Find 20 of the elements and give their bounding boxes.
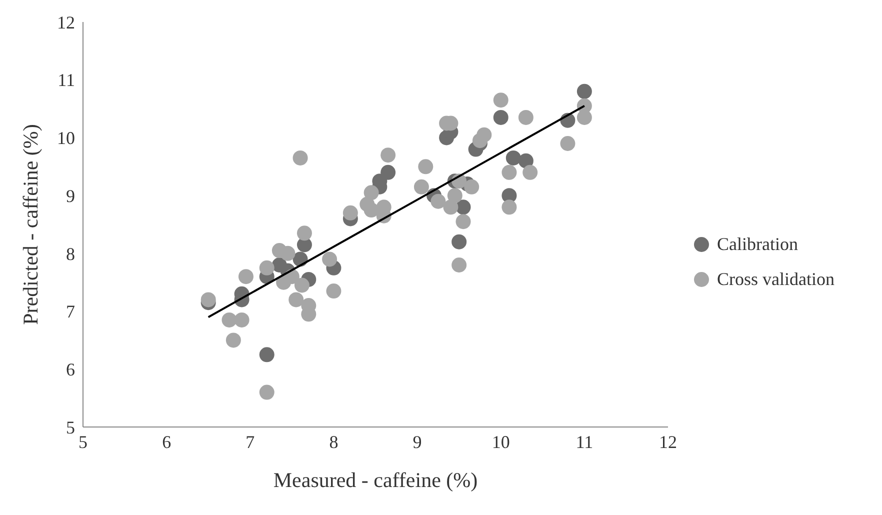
y-tick-label: 9 <box>66 186 75 206</box>
y-tick-label: 12 <box>57 12 75 32</box>
y-tick-label: 8 <box>66 244 75 264</box>
y-tick-label: 7 <box>66 302 75 322</box>
x-tick-label: 6 <box>162 432 172 452</box>
x-tick-label: 10 <box>492 432 510 452</box>
y-tick-label: 5 <box>66 417 75 438</box>
legend-label: Calibration <box>717 234 798 255</box>
x-tick-label: 8 <box>329 432 338 452</box>
legend-label: Cross validation <box>717 269 834 290</box>
x-tick-label: 11 <box>576 432 594 452</box>
y-tick-label: 10 <box>57 128 75 148</box>
y-tick-label: 11 <box>58 70 75 90</box>
y-tick-label: 6 <box>66 360 75 380</box>
x-tick-label: 7 <box>246 432 255 452</box>
x-axis-title: Measured - caffeine (%) <box>273 468 478 492</box>
y-axis-title: Predicted - caffeine (%) <box>18 124 42 325</box>
x-tick-label: 9 <box>412 432 422 452</box>
x-tick-label: 5 <box>78 432 88 452</box>
x-tick-label: 12 <box>659 432 677 452</box>
